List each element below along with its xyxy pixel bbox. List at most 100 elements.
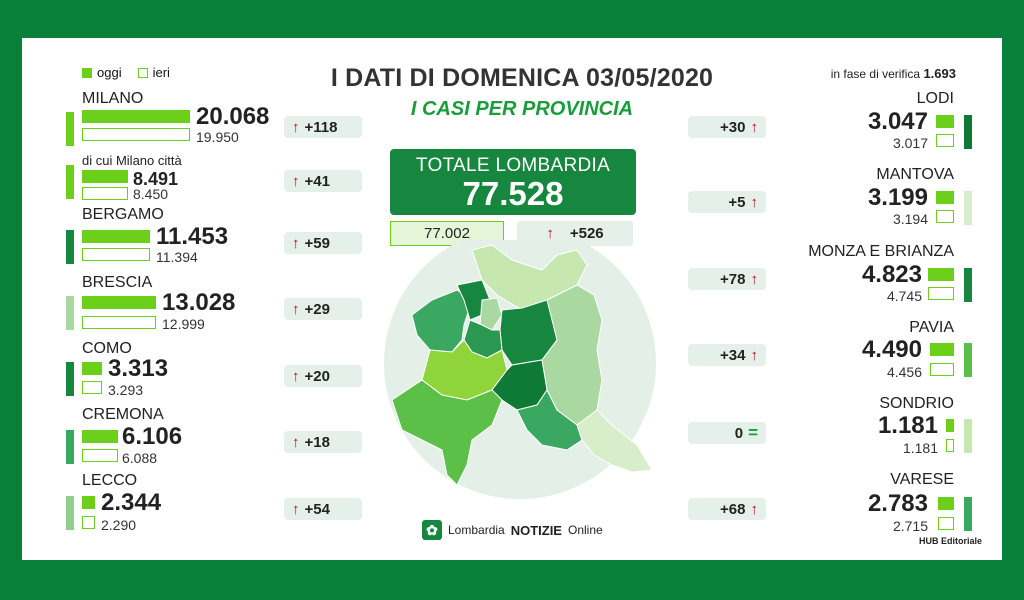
- province-vbar: [66, 430, 74, 464]
- province-name: CREMONA: [82, 406, 164, 423]
- arrow-up-icon: ↑: [750, 346, 759, 364]
- verification-note: in fase di verifica 1.693: [831, 66, 956, 81]
- arrow-up-icon: ↑: [292, 433, 300, 451]
- bar-today-varese: [938, 497, 954, 510]
- arrow-up-icon: ↑: [292, 500, 300, 518]
- province-vbar: [66, 165, 74, 199]
- vbar-mantova: [964, 191, 972, 225]
- bar-yesterday: [82, 187, 128, 200]
- delta-value: +54: [304, 500, 330, 518]
- bar-today-lodi: [936, 115, 954, 128]
- bar-today: [82, 110, 190, 123]
- value-today-monza-brianza: 4.823: [861, 261, 922, 288]
- bar-today-sondrio: [946, 419, 954, 432]
- legend-yesterday-label: ieri: [152, 65, 170, 80]
- value-yesterday: 11.394: [156, 249, 198, 265]
- map-provinces: [391, 244, 653, 486]
- infographic-card: oggi ieri I DATI DI DOMENICA 03/05/2020 …: [22, 38, 1002, 560]
- delta-varese: +68 ↑: [688, 498, 766, 520]
- bar-today-monza-brianza: [928, 268, 954, 281]
- arrow-up-icon: ↑: [750, 500, 759, 518]
- lombardia-notizie-logo: ✿ Lombardia NOTIZIE Online: [422, 520, 603, 540]
- bar-today-mantova: [936, 191, 954, 204]
- verification-label: in fase di verifica: [830, 67, 921, 81]
- province-vbar: [66, 496, 74, 530]
- delta-value: 0: [734, 424, 744, 442]
- province-name: LECCO: [82, 472, 138, 489]
- province-name-pavia: PAVIA: [909, 319, 954, 336]
- bar-yesterday-varese: [938, 517, 954, 530]
- arrow-up-icon: ↑: [546, 225, 554, 242]
- legend-today-swatch: [82, 67, 92, 78]
- value-yesterday-lodi: 3.017: [892, 135, 928, 151]
- bar-yesterday: [82, 316, 156, 329]
- delta-bergamo: ↑ +59: [284, 232, 362, 254]
- arrow-up-icon: ↑: [292, 234, 300, 252]
- delta-sondrio: 0 =: [688, 422, 766, 444]
- value-today-pavia: 4.490: [861, 336, 922, 363]
- delta-lecco: ↑ +54: [284, 498, 362, 520]
- province-vbar: [66, 296, 74, 330]
- province-name-sondrio: SONDRIO: [879, 395, 954, 412]
- page-title: I DATI DI DOMENICA 03/05/2020: [330, 64, 714, 92]
- province-name: BERGAMO: [82, 206, 164, 223]
- value-today: 8.491: [133, 169, 179, 189]
- province-name-monza-brianza: MONZA E BRIANZA: [808, 243, 954, 260]
- value-today: 2.344: [101, 489, 162, 516]
- delta-value: +41: [304, 172, 330, 190]
- bar-yesterday-monza-brianza: [928, 287, 954, 300]
- delta-value: +20: [304, 367, 330, 385]
- delta-cremona: ↑ +18: [284, 431, 362, 453]
- value-yesterday-pavia: 4.456: [886, 364, 922, 380]
- bar-yesterday-lodi: [936, 134, 954, 147]
- value-today: 20.068: [196, 103, 270, 130]
- province-name-varese: VARESE: [890, 471, 954, 488]
- delta-brescia: ↑ +29: [284, 298, 362, 320]
- delta-mantova: +5 ↑: [688, 191, 766, 213]
- legend-today-label: oggi: [97, 65, 122, 80]
- legend-yesterday-swatch: [137, 67, 148, 78]
- map-lecco: [479, 297, 503, 331]
- delta-value: +18: [304, 433, 330, 451]
- bar-today: [82, 362, 102, 375]
- legend-yesterday: ieri: [137, 65, 170, 80]
- delta-value: +5: [728, 193, 746, 211]
- province-name: MILANO: [82, 90, 144, 107]
- bar-yesterday-mantova: [936, 210, 954, 223]
- arrow-up-icon: ↑: [292, 367, 300, 385]
- logo-text-1: Lombardia: [448, 523, 505, 537]
- map-mantova: [576, 409, 653, 473]
- bar-today: [82, 430, 118, 443]
- arrow-up-icon: ↑: [292, 172, 300, 190]
- equal-icon: =: [748, 423, 758, 442]
- value-today: 13.028: [162, 289, 236, 316]
- value-yesterday: 19.950: [196, 129, 239, 145]
- bar-yesterday: [82, 449, 118, 462]
- delta-lodi: +30 ↑: [688, 116, 766, 138]
- delta-value: +59: [304, 234, 330, 252]
- delta-value: +34: [720, 346, 746, 364]
- province-name-mantova: MANTOVA: [876, 166, 954, 183]
- province-name: di cui Milano città: [82, 153, 182, 168]
- bar-yesterday: [82, 128, 190, 141]
- arrow-up-icon: ↑: [750, 270, 759, 288]
- value-yesterday-mantova: 3.194: [892, 211, 928, 227]
- delta-value: +118: [304, 118, 338, 136]
- total-delta-value: +526: [569, 225, 604, 242]
- map-pavia: [391, 379, 503, 486]
- bar-yesterday: [82, 248, 150, 261]
- value-today-varese: 2.783: [867, 490, 928, 517]
- map-sondrio: [471, 244, 588, 311]
- value-yesterday-monza-brianza: 4.745: [886, 288, 922, 304]
- delta-como: ↑ +20: [284, 365, 362, 387]
- vbar-pavia: [964, 343, 972, 377]
- total-label: TOTALE LOMBARDIA: [415, 155, 611, 176]
- logo-text-3: Online: [567, 523, 603, 537]
- value-yesterday-sondrio: 1.181: [902, 440, 938, 456]
- province-vbar: [66, 112, 74, 146]
- vbar-lodi: [964, 115, 972, 149]
- province-name: COMO: [82, 340, 132, 357]
- arrow-up-icon: ↑: [750, 118, 759, 136]
- bar-today: [82, 496, 95, 509]
- delta-value: +29: [304, 300, 330, 318]
